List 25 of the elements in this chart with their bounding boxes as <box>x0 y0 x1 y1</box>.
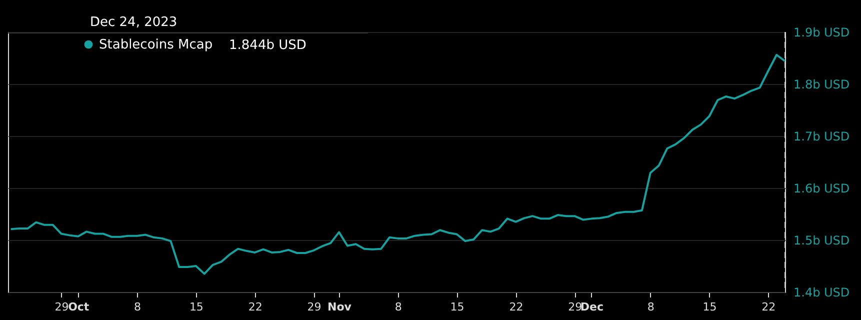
x-tick-label: 15 <box>189 300 204 314</box>
y-tick-label: 1.7b USD <box>794 130 850 144</box>
x-tick-label: 29 <box>54 300 69 314</box>
y-tick-label: 1.4b USD <box>794 286 850 300</box>
x-tick-label: 22 <box>248 300 262 314</box>
y-tick-label: 1.6b USD <box>794 182 850 196</box>
x-tick-label: 15 <box>450 300 464 314</box>
x-tick-label: Nov <box>328 300 352 314</box>
annotation: 1.844b USD <box>229 38 306 53</box>
legend-label: Stablecoins Mcap <box>99 38 213 52</box>
line-series <box>10 54 786 275</box>
x-tick-label: 22 <box>509 300 524 314</box>
x-tick-label: 8 <box>394 300 402 314</box>
chart-title: Dec 24, 2023 <box>90 15 178 30</box>
x-tick-label: 29 <box>307 300 322 314</box>
y-tick-label: 1.9b USD <box>794 26 850 40</box>
x-tick-label: 8 <box>134 300 142 314</box>
x-tick-label: 8 <box>647 300 654 314</box>
y-tick-label: 1.8b USD <box>794 78 850 92</box>
x-tick-label: 15 <box>702 300 717 314</box>
x-tick-label: Dec <box>580 300 604 314</box>
x-tick-label: 29 <box>568 300 582 314</box>
y-tick-label: 1.5b USD <box>794 234 850 248</box>
x-tick-label: 22 <box>762 300 776 314</box>
x-tick-label: Oct <box>68 300 90 314</box>
